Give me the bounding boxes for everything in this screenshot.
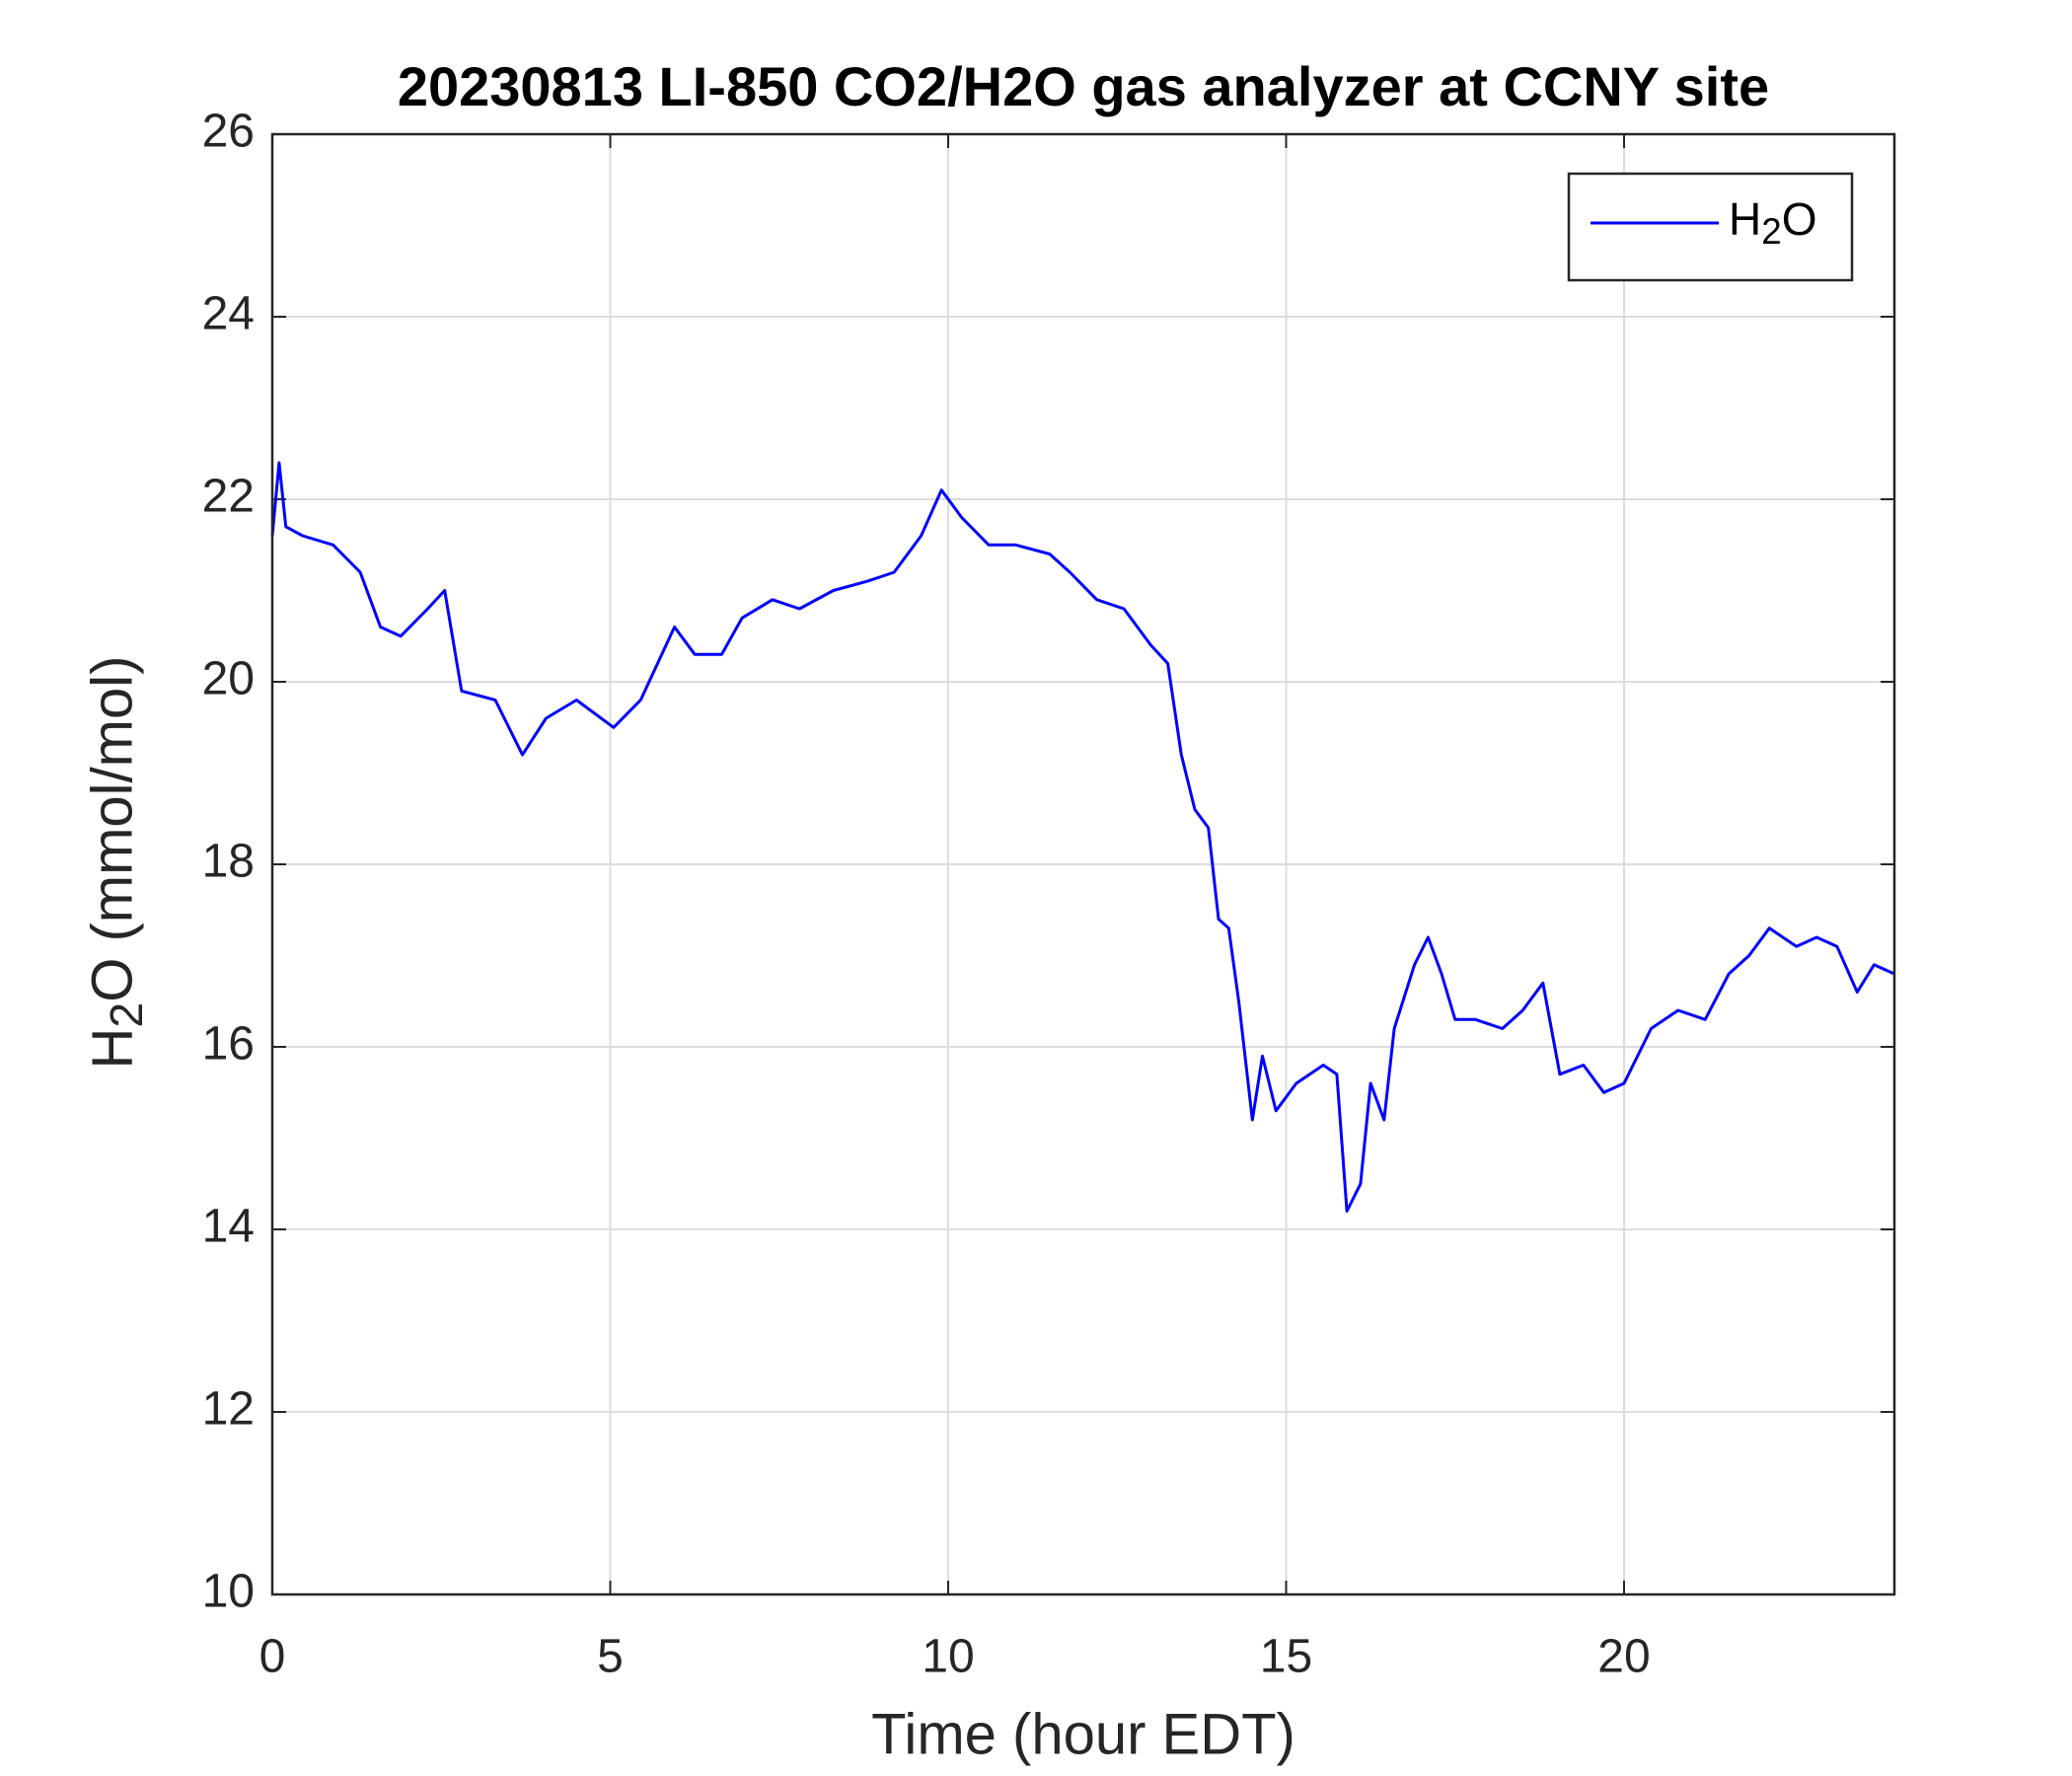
chart-title: 20230813 LI-850 CO2/H2O gas analyzer at … bbox=[398, 55, 1769, 117]
y-tick-label: 22 bbox=[202, 471, 255, 523]
legend-box bbox=[1567, 172, 1854, 282]
x-tick-label: 5 bbox=[597, 1631, 624, 1683]
axes-box bbox=[270, 132, 1896, 1596]
y-tick-label: 20 bbox=[202, 653, 255, 705]
y-tick-label: 18 bbox=[202, 836, 255, 888]
data-line bbox=[270, 461, 1895, 1213]
y-tick-label: 16 bbox=[202, 1018, 255, 1071]
x-tick-label: 15 bbox=[1260, 1631, 1312, 1683]
y-axis-label: H2O (mmol/mol) bbox=[80, 656, 152, 1070]
y-tick-label: 12 bbox=[202, 1383, 255, 1436]
x-tick-label: 10 bbox=[922, 1631, 974, 1683]
x-tick-label: 20 bbox=[1597, 1631, 1650, 1683]
y-tick-label: 26 bbox=[202, 106, 255, 158]
y-tick-label: 24 bbox=[202, 288, 255, 340]
x-axis-label: Time (hour EDT) bbox=[871, 1702, 1295, 1766]
y-tick-label: 14 bbox=[202, 1201, 255, 1253]
x-tick-label: 0 bbox=[259, 1631, 286, 1683]
y-tick-label: 10 bbox=[202, 1566, 255, 1618]
